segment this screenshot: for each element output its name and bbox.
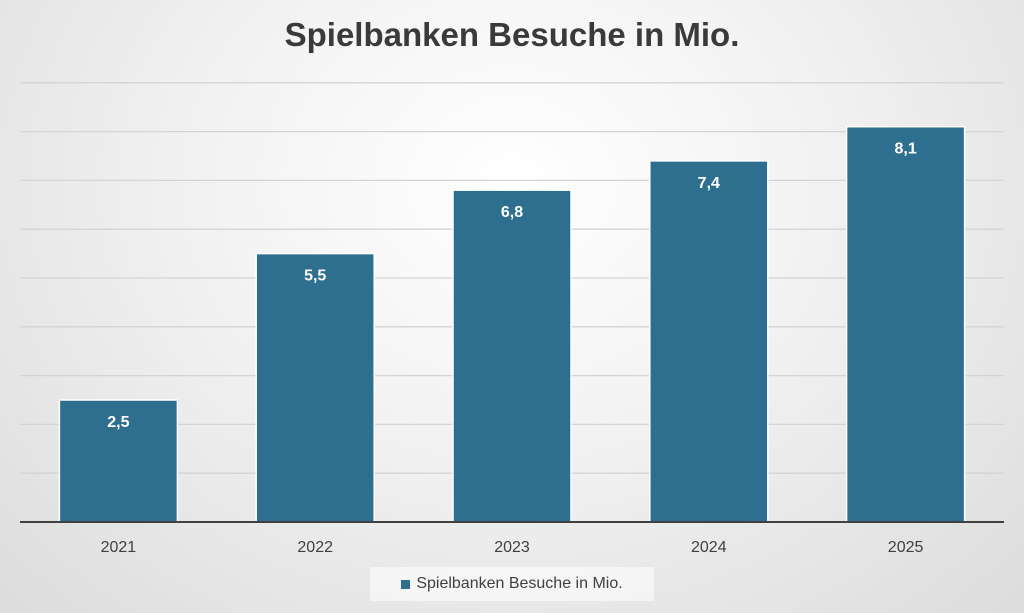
bar (58, 399, 179, 523)
data-label: 8,1 (894, 141, 916, 158)
bar (452, 189, 572, 523)
x-tick-label: 2022 (297, 539, 333, 556)
x-tick-label: 2023 (494, 539, 530, 556)
chart-title: Spielbanken Besuche in Mio. (284, 16, 740, 53)
x-tick-label: 2025 (888, 539, 924, 556)
data-label: 6,8 (501, 204, 523, 221)
x-tick-label: 2021 (101, 539, 137, 556)
x-tick-label: 2024 (691, 539, 727, 556)
legend-label: Spielbanken Besuche in Mio. (416, 575, 623, 592)
bar (649, 160, 769, 523)
bar (255, 252, 375, 523)
bar (845, 125, 966, 523)
data-label: 5,5 (304, 268, 326, 285)
legend: Spielbanken Besuche in Mio. (370, 567, 654, 601)
legend-swatch (401, 579, 411, 589)
data-label: 7,4 (698, 175, 720, 192)
data-label: 2,5 (107, 414, 129, 431)
